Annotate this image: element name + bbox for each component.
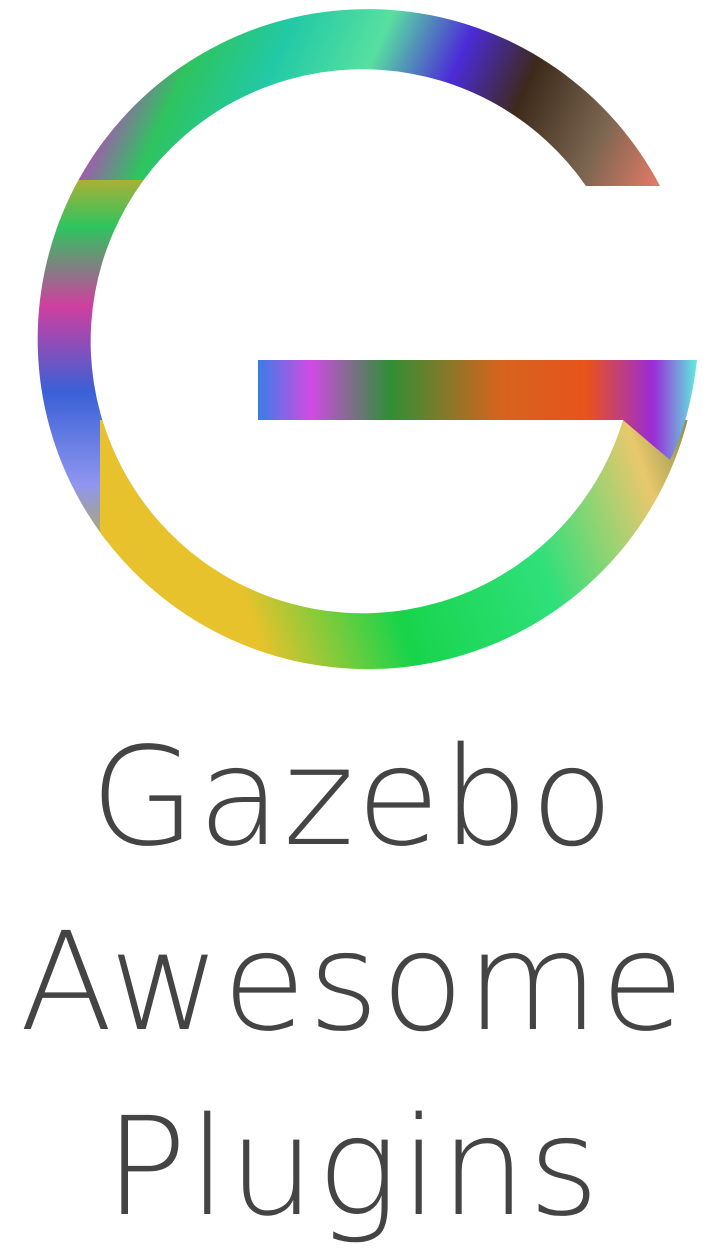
gradient-letter-g-icon <box>37 9 697 670</box>
wordmark-line-gazebo: Gazebo <box>90 719 616 877</box>
wordmark-line-plugins: Plugins <box>104 1089 602 1247</box>
wordmark-line-awesome: Awesome <box>19 904 687 1062</box>
